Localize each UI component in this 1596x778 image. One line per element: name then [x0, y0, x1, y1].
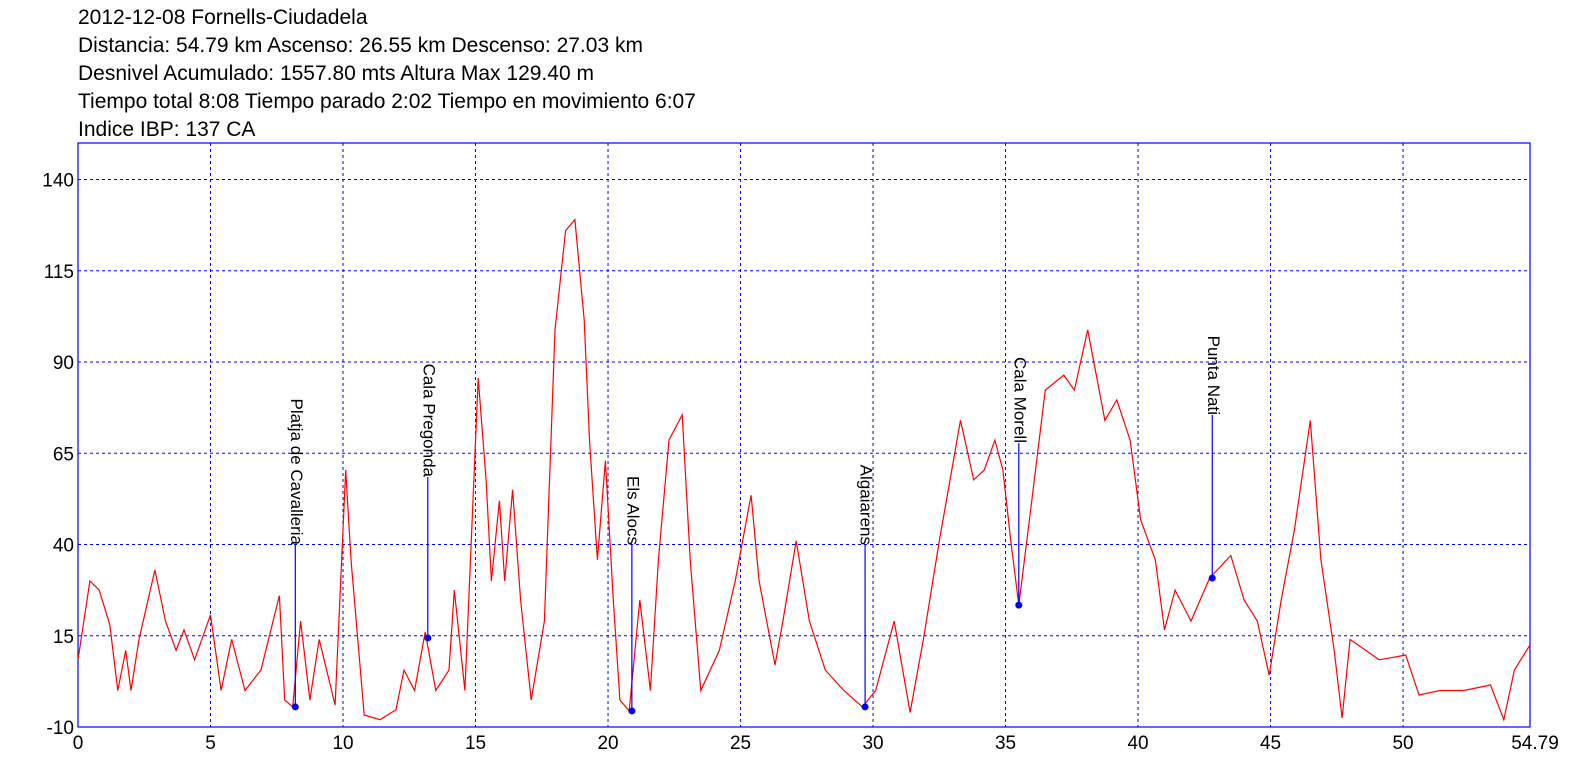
header-line: Distancia: 54.79 km Ascenso: 26.55 km De… — [78, 34, 643, 57]
x-tick-label: 45 — [1260, 733, 1281, 754]
y-tick-label: 140 — [42, 171, 74, 192]
x-tick-label: 35 — [995, 733, 1016, 754]
header-line: 2012-12-08 Fornells-Ciudadela — [78, 6, 368, 29]
waypoint-label: Cala Morell — [1010, 357, 1029, 443]
elevation-line — [77, 218, 1531, 722]
y-tick-label: 115 — [44, 262, 74, 283]
x-tick-label: 5 — [205, 733, 216, 754]
waypoint-marker — [424, 634, 432, 642]
y-tick-label: 65 — [53, 444, 74, 465]
x-tick-label: 40 — [1127, 733, 1148, 754]
waypoint-marker — [291, 703, 299, 711]
x-tick-label: 54.79 — [1511, 733, 1559, 754]
x-tick-label: 20 — [597, 733, 618, 754]
x-tick-label: 0 — [73, 733, 84, 754]
x-tick-label: 25 — [730, 733, 751, 754]
waypoint-label: Algaiarens — [857, 465, 876, 545]
plot-frame — [77, 142, 1531, 728]
header-line: Indice IBP: 137 CA — [78, 118, 255, 141]
x-tick-label: 10 — [332, 733, 353, 754]
header-line: Tiempo total 8:08 Tiempo parado 2:02 Tie… — [78, 90, 696, 113]
waypoint-marker — [861, 703, 869, 711]
y-tick-label: 90 — [53, 353, 74, 374]
x-tick-label: 50 — [1392, 733, 1413, 754]
header-line: Desnivel Acumulado: 1557.80 mts Altura M… — [78, 62, 594, 85]
y-tick-label: 15 — [53, 627, 74, 648]
waypoint-marker — [628, 707, 636, 715]
x-tick-label: 15 — [465, 733, 486, 754]
waypoint-label: Platja de Cavalleria — [287, 399, 306, 546]
waypoint-label: Punta Nati — [1204, 336, 1223, 415]
y-tick-label: 40 — [53, 536, 74, 557]
waypoint-label: Els Alocs — [623, 476, 642, 545]
waypoint-marker — [1015, 601, 1023, 609]
waypoint-marker — [1208, 574, 1216, 582]
waypoint-label: Cala Pregonda — [419, 364, 438, 478]
x-tick-label: 30 — [862, 733, 883, 754]
y-tick-label: -10 — [47, 718, 74, 739]
